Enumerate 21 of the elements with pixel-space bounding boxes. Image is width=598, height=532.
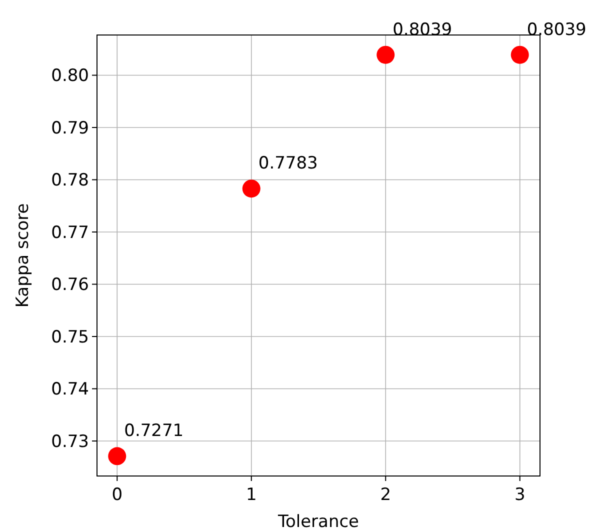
point — [510, 46, 529, 64]
y-tick-label: 0.78 — [51, 170, 89, 191]
y-tick-label: 0.75 — [51, 327, 89, 348]
y-tick-label: 0.76 — [51, 275, 89, 296]
data-label: 0.8039 — [526, 20, 586, 40]
y-tick-label: 0.79 — [51, 118, 89, 138]
y-tick-label: 0.73 — [51, 432, 89, 452]
y-axis-title: Kappa score — [13, 203, 33, 308]
y-tick-label: 0.74 — [51, 380, 89, 400]
point — [376, 46, 395, 64]
x-tick-label: 0 — [112, 485, 123, 505]
x-tick-label: 3 — [514, 485, 526, 505]
x-tick-label: 1 — [246, 485, 257, 505]
x-axis-title: Tolerance — [276, 512, 360, 532]
point — [242, 180, 260, 198]
data-label: 0.7271 — [124, 421, 184, 442]
data-label: 0.7783 — [258, 154, 318, 174]
y-tick-label: 0.77 — [51, 222, 89, 243]
x-tick-label: 2 — [380, 485, 392, 505]
point — [108, 447, 126, 466]
y-tick-label: 0.80 — [51, 66, 89, 86]
